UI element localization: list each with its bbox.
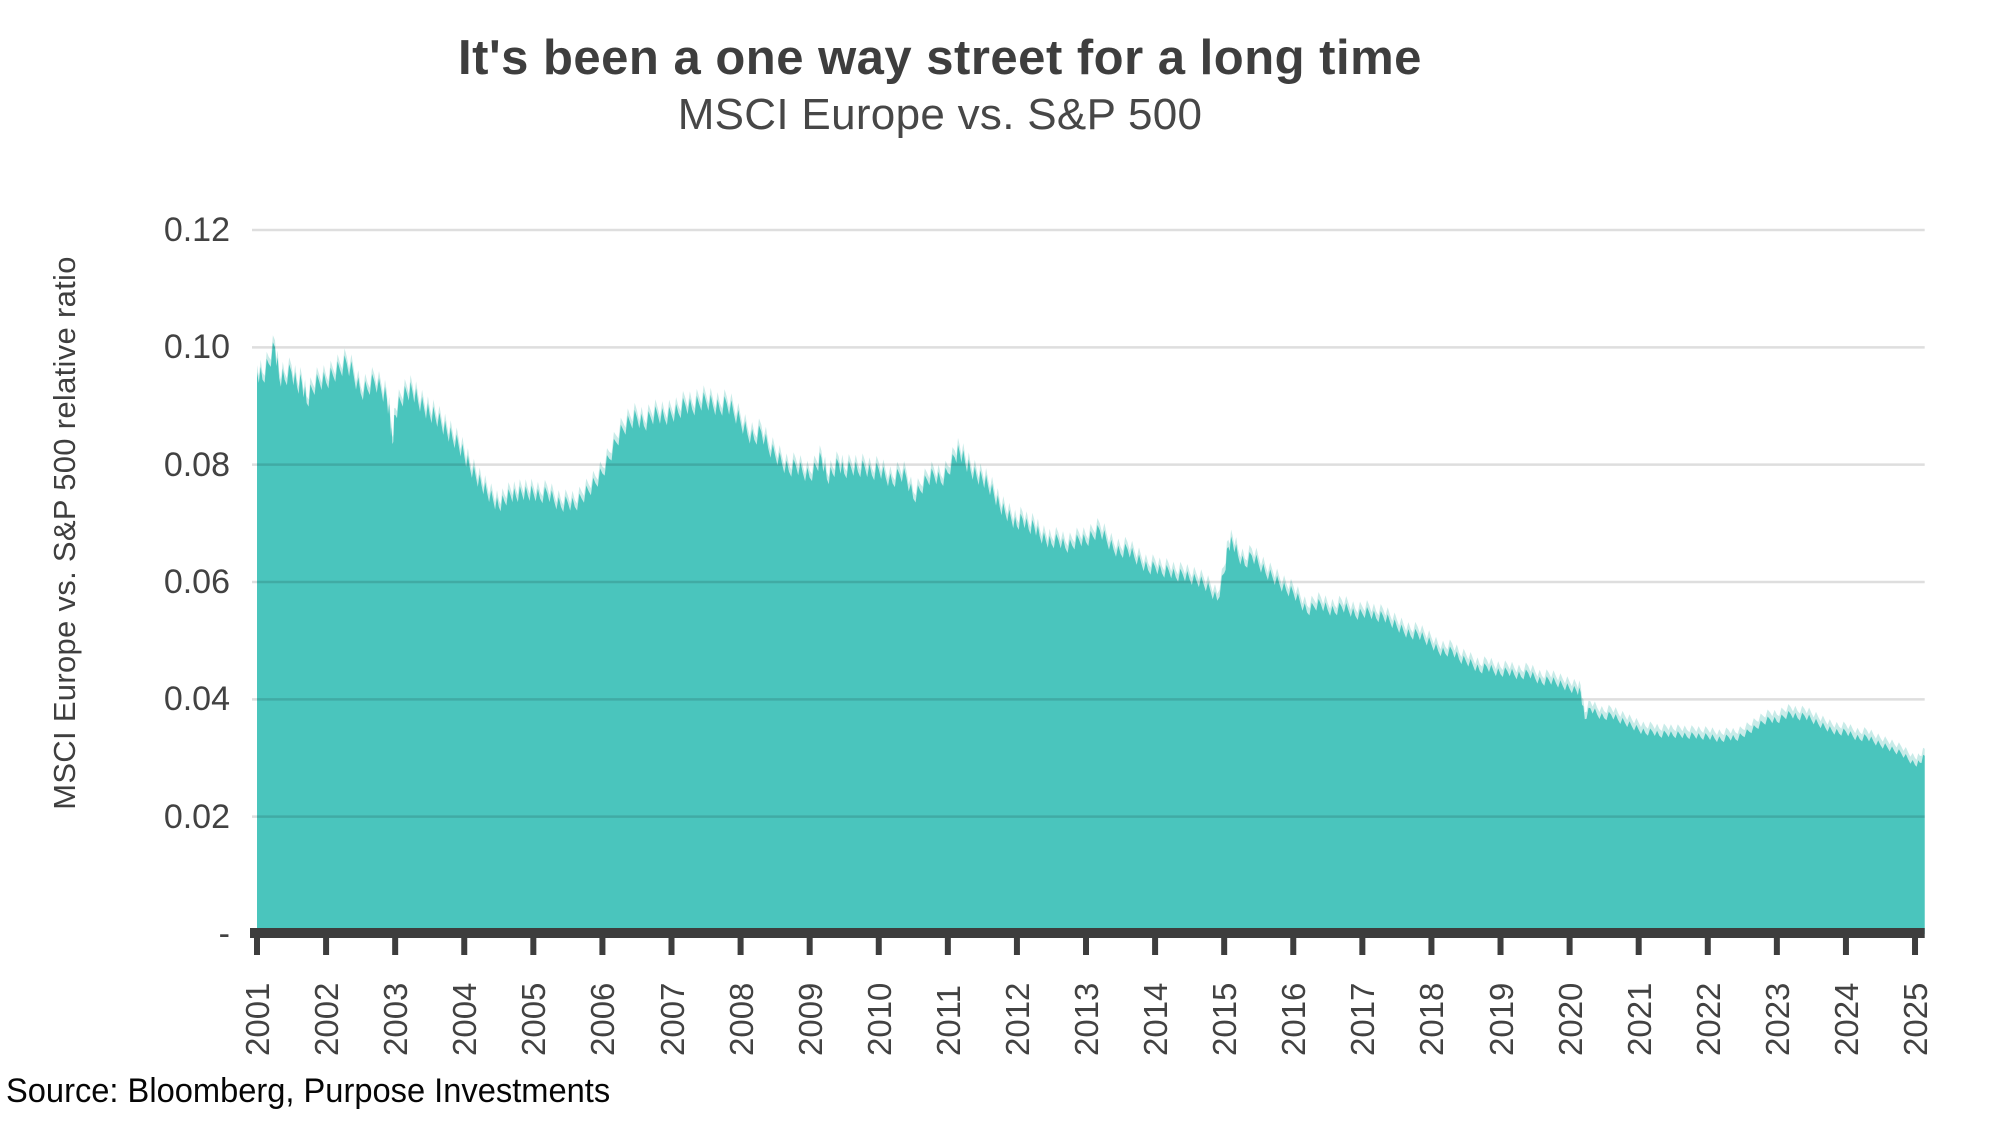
- x-axis-tick-label: 2023: [1758, 982, 1796, 1056]
- x-axis-tick-label: 2018: [1413, 982, 1451, 1056]
- y-axis-tick-label: 0.02: [163, 797, 230, 836]
- x-axis-tick-label: 2003: [377, 982, 415, 1056]
- x-axis-tick-label: 2011: [929, 985, 967, 1056]
- chart-title: It's been a one way street for a long ti…: [458, 31, 1422, 85]
- x-axis-tick-label: 2020: [1551, 982, 1589, 1056]
- chart-subtitle: MSCI Europe vs. S&P 500: [677, 90, 1203, 139]
- x-axis-tick-label: 2025: [1897, 982, 1935, 1056]
- source-note: Source: Bloomberg, Purpose Investments: [6, 1072, 611, 1110]
- x-axis-tick-label: 2009: [791, 982, 829, 1056]
- x-axis-tick-label: 2002: [308, 982, 346, 1056]
- x-axis-tick-label: 2001: [239, 982, 276, 1056]
- x-axis-tick-label: 2013: [1068, 982, 1105, 1056]
- x-axis-tick-label: 2010: [860, 982, 898, 1056]
- x-axis-tick-label: 2005: [515, 982, 553, 1056]
- x-axis-tick-label: 2017: [1344, 982, 1382, 1056]
- x-axis-tick-label: 2021: [1620, 982, 1658, 1056]
- x-axis-tick-label: 2007: [653, 982, 691, 1056]
- x-axis-tick-label: 2019: [1482, 982, 1520, 1056]
- x-axis-tick-label: 2022: [1689, 982, 1727, 1056]
- x-axis-tick-label: 2004: [446, 982, 484, 1056]
- y-axis-tick-label: 0.12: [163, 211, 230, 249]
- x-axis-tick-label: 2014: [1137, 982, 1175, 1056]
- y-axis-tick-label: 0.08: [163, 445, 230, 484]
- y-axis-tick-label: 0.04: [163, 680, 230, 719]
- y-axis-tick-label: 0.06: [163, 563, 230, 601]
- x-axis-tick-label: 2008: [722, 982, 760, 1056]
- x-axis-tick-label: 2024: [1827, 982, 1865, 1056]
- x-axis-tick-label: 2015: [1206, 982, 1244, 1056]
- series-area: [257, 342, 1925, 934]
- x-axis-tick-label: 2016: [1275, 982, 1313, 1056]
- x-axis-tick-label: 2006: [584, 982, 622, 1056]
- x-axis-tick-label: 2012: [998, 982, 1036, 1056]
- y-axis-tick-label: -: [218, 915, 230, 953]
- y-axis-tick-label: 0.10: [163, 328, 230, 367]
